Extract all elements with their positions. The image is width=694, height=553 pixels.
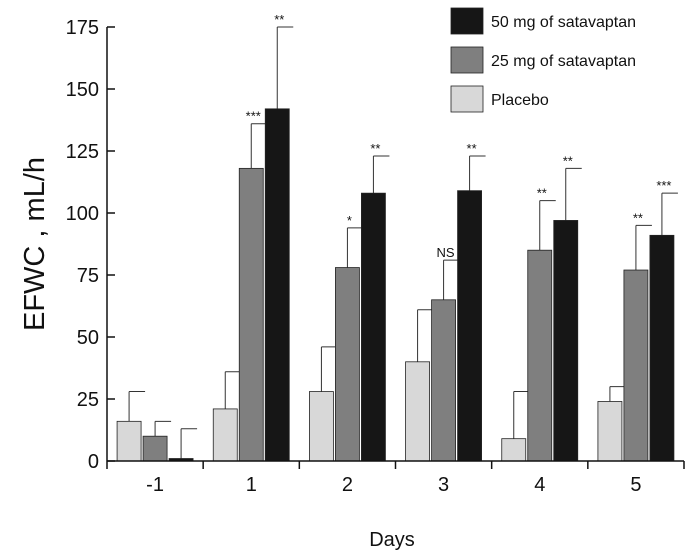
axes xyxy=(106,27,684,462)
y-axis-title: EFWC , mL/h xyxy=(19,157,51,331)
bar xyxy=(238,167,264,462)
x-axis-title: Days xyxy=(369,529,415,551)
legend-label: 25 mg of satavaptan xyxy=(491,53,636,70)
error-bars xyxy=(128,26,678,459)
bar xyxy=(649,234,675,462)
legend-swatch xyxy=(450,85,484,113)
bar xyxy=(597,401,623,462)
bar xyxy=(431,299,456,462)
significance-label: ** xyxy=(274,12,284,27)
bar xyxy=(405,361,430,462)
significance-label: *** xyxy=(656,178,671,193)
bar xyxy=(264,108,290,462)
x-tick-label: 4 xyxy=(534,474,545,496)
x-tick-label: 2 xyxy=(342,474,353,496)
y-tick-label: 100 xyxy=(66,203,99,225)
bar xyxy=(457,190,482,462)
y-tick-label: 50 xyxy=(77,327,99,349)
bar xyxy=(116,420,142,462)
bar xyxy=(142,435,168,462)
y-tick-label: 150 xyxy=(66,79,99,101)
legend-label: Placebo xyxy=(491,92,549,109)
significance-label: NS xyxy=(437,245,455,260)
significance-label: *** xyxy=(246,109,261,124)
significance-label: ** xyxy=(537,186,547,201)
y-tick-label: 25 xyxy=(77,389,99,411)
x-tick-label: -1 xyxy=(146,474,164,496)
legend-swatch xyxy=(450,7,484,35)
x-tick-label: 1 xyxy=(246,474,257,496)
y-tick-label: 75 xyxy=(77,265,99,287)
significance-label: ** xyxy=(467,141,477,156)
significance-label: * xyxy=(347,213,352,228)
significance-label: ** xyxy=(370,141,380,156)
y-ticks: 0 25 50 75 100 125 150 175 xyxy=(66,17,115,473)
significance-label: ** xyxy=(563,153,573,168)
legend: 50 mg of satavaptan 25 mg of satavaptan Pl… xyxy=(450,7,636,113)
bar xyxy=(623,269,649,462)
bar xyxy=(361,192,386,462)
bars xyxy=(116,108,675,462)
bar xyxy=(501,438,527,462)
legend-swatch xyxy=(450,46,484,74)
y-tick-label: 175 xyxy=(66,17,99,39)
bar xyxy=(335,267,360,462)
y-tick-label: 125 xyxy=(66,141,99,163)
bar xyxy=(212,408,238,462)
legend-label: 50 mg of satavaptan xyxy=(491,14,636,31)
significance-label: ** xyxy=(633,210,643,225)
y-tick-label: 0 xyxy=(88,451,99,473)
bar xyxy=(553,220,579,462)
x-ticks: -1 1 2 3 4 5 xyxy=(106,461,685,496)
x-tick-label: 3 xyxy=(438,474,449,496)
bar xyxy=(527,249,553,462)
significance-labels: ****NS******** ******* xyxy=(246,12,672,260)
x-tick-label: 5 xyxy=(630,474,641,496)
bar xyxy=(309,391,334,462)
